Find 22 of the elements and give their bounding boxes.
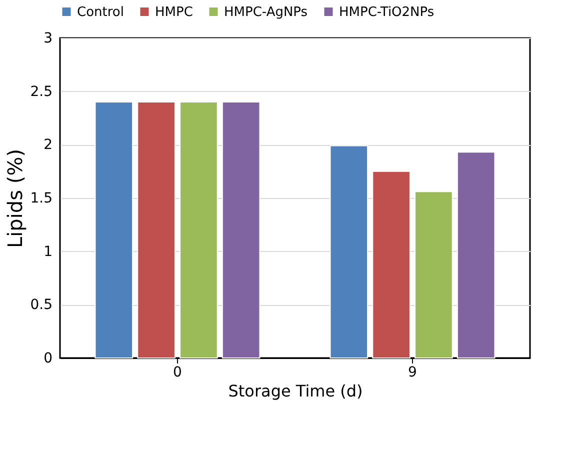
- legend-label: HMPC: [155, 4, 193, 20]
- y-tick-label: 0.5: [30, 297, 52, 314]
- y-axis-title: Lipids (%): [3, 148, 28, 248]
- legend-label: Control: [77, 4, 124, 20]
- y-tick-label: 1: [44, 244, 52, 260]
- bar: [414, 191, 453, 358]
- y-tick-label: 1.5: [30, 190, 52, 206]
- y-tick-label: 2: [44, 137, 52, 154]
- y-tick-label: 2.5: [30, 84, 52, 100]
- x-axis-title: Storage Time (d): [228, 382, 363, 400]
- y-tick-label: 3: [44, 30, 52, 46]
- bar: [372, 170, 410, 358]
- bar: [137, 102, 176, 358]
- y-tick-label: 0: [44, 350, 52, 366]
- bar: [180, 102, 218, 358]
- bar: [222, 102, 260, 358]
- legend-label: HMPC-TiO2NPs: [339, 4, 434, 20]
- legend-label: HMPC-AgNPs: [224, 4, 308, 20]
- bar: [330, 145, 368, 358]
- bar: [94, 102, 134, 358]
- bar: [456, 152, 496, 358]
- x-tick-label: 9: [408, 364, 417, 380]
